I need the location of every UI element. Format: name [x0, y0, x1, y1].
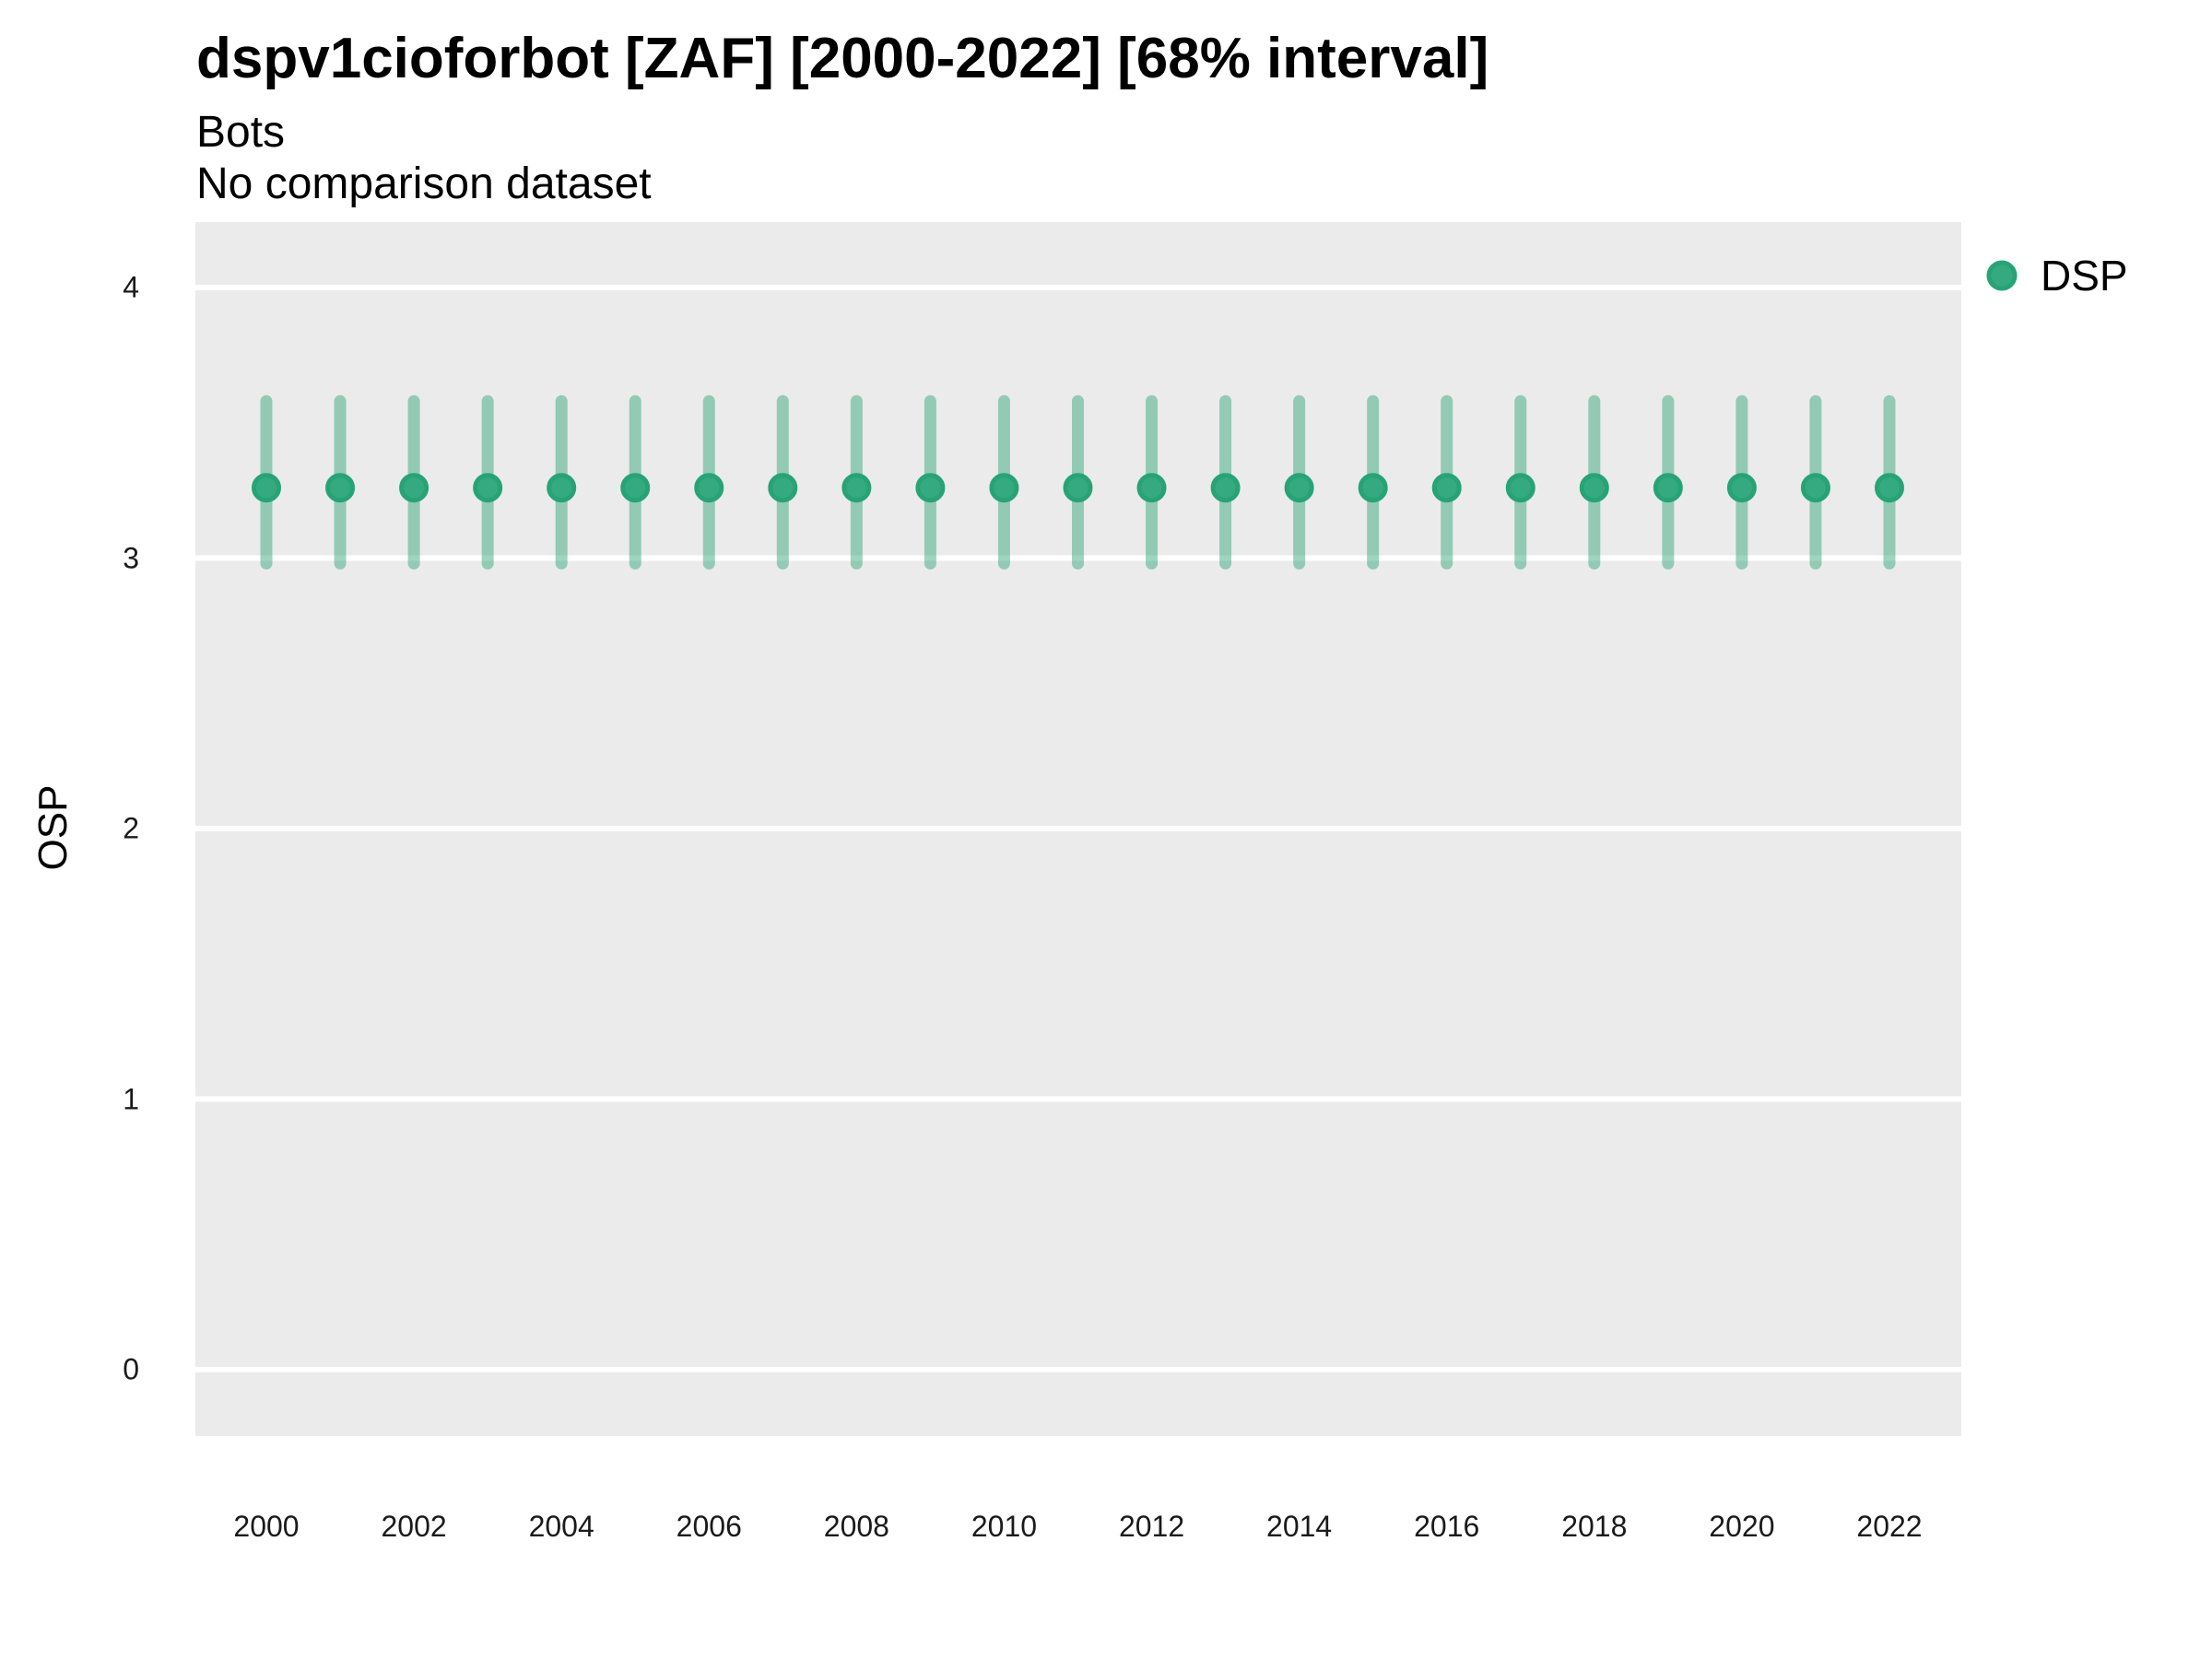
x-tick-label-2006: 2006: [676, 1510, 742, 1543]
x-tick-label-2000: 2000: [233, 1510, 300, 1543]
data-point-2007: [768, 473, 798, 503]
data-point-2001: [325, 473, 356, 503]
data-point-2011: [1063, 473, 1093, 503]
y-tick-label-2: 2: [123, 811, 139, 845]
data-point-2004: [547, 473, 577, 503]
x-tick-label-2014: 2014: [1266, 1510, 1333, 1543]
x-tick-label-2012: 2012: [1118, 1510, 1185, 1543]
chart-subtitle: Bots: [196, 108, 286, 157]
data-point-2013: [1210, 473, 1241, 503]
data-point-2010: [989, 473, 1019, 503]
x-tick-label-2020: 2020: [1709, 1510, 1775, 1543]
data-point-2020: [1726, 473, 1757, 503]
x-tick-label-2008: 2008: [823, 1510, 889, 1543]
data-point-2015: [1358, 473, 1388, 503]
chart-comparison-note: No comparison dataset: [196, 159, 652, 208]
data-point-2012: [1136, 473, 1167, 503]
data-point-2022: [1874, 473, 1904, 503]
legend: DSP: [1983, 247, 2128, 304]
data-point-2009: [915, 473, 946, 503]
data-point-2005: [620, 473, 651, 503]
data-point-2017: [1505, 473, 1535, 503]
data-point-2016: [1431, 473, 1462, 503]
x-tick-label-2022: 2022: [1856, 1510, 1923, 1543]
data-point-2003: [473, 473, 503, 503]
x-tick-label-2016: 2016: [1414, 1510, 1480, 1543]
x-tick-label-2002: 2002: [381, 1510, 447, 1543]
legend-label-dsp: DSP: [2041, 252, 2128, 300]
data-point-2002: [399, 473, 429, 503]
legend-marker-circle-icon: [1986, 260, 2018, 291]
y-tick-label-0: 0: [123, 1352, 139, 1386]
y-tick-label-3: 3: [123, 541, 139, 574]
data-point-2021: [1800, 473, 1830, 503]
y-tick-label-1: 1: [123, 1082, 139, 1115]
data-point-2008: [841, 473, 872, 503]
x-tick-label-2010: 2010: [971, 1510, 1038, 1543]
plot-panel: [195, 222, 1961, 1436]
data-point-2019: [1653, 473, 1683, 503]
data-point-2014: [1284, 473, 1314, 503]
chart-title: dspv1cioforbot [ZAF] [2000-2022] [68% in…: [196, 27, 1489, 90]
data-point-2006: [694, 473, 724, 503]
plot-area: [195, 285, 1961, 1372]
y-tick-label-4: 4: [123, 270, 139, 304]
data-point-2018: [1579, 473, 1609, 503]
x-tick-label-2004: 2004: [528, 1510, 594, 1543]
x-tick-label-2018: 2018: [1561, 1510, 1628, 1543]
data-point-2000: [252, 473, 281, 503]
